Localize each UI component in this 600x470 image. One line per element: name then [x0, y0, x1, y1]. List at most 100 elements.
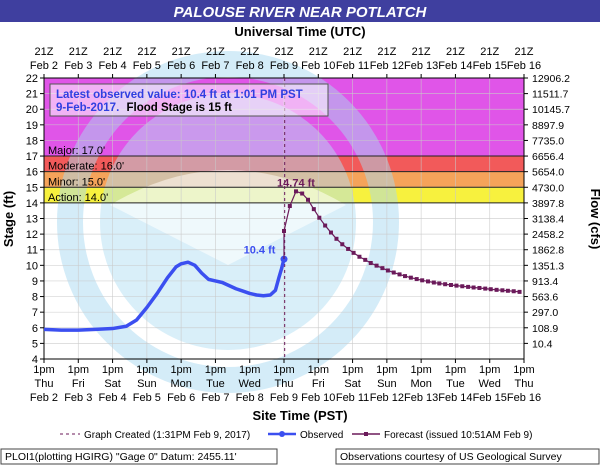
forecast-point [346, 246, 351, 251]
bottom-tick-label-date: Feb 7 [201, 392, 229, 404]
forecast-point [385, 268, 390, 273]
forecast-point [363, 257, 368, 262]
forecast-point [323, 223, 328, 228]
top-tick-label-time: 21Z [240, 46, 259, 58]
forecast-point [328, 230, 333, 235]
bottom-axis-title: Site Time (PST) [252, 408, 347, 423]
flood-category-labels: Major: 17.0' Moderate: 16.0' Minor: 15.0' A… [44, 145, 524, 204]
legend-graph-created: Graph Created (1:31PM Feb 9, 2017) [84, 430, 250, 441]
forecast-point [311, 207, 316, 212]
forecast-point [357, 254, 362, 259]
forecast-point [477, 285, 482, 290]
y-tick-label: 6 [32, 323, 38, 335]
bottom-tick-label-date: Feb 11 [336, 392, 369, 404]
forecast-point [511, 289, 516, 294]
bottom-tick-label-day: Thu [35, 378, 54, 390]
y-tick-label: 18 [26, 135, 38, 147]
forecast-point [397, 272, 402, 277]
y-tick-label: 22 [26, 73, 38, 85]
forecast-point [448, 283, 453, 288]
bottom-tick-label-date: Feb 4 [99, 392, 127, 404]
y-tick-label: 8 [32, 292, 38, 304]
top-tick-label-time: 21Z [137, 46, 156, 58]
y-tick-label: 12 [26, 229, 38, 241]
forecast-point [454, 283, 459, 288]
label-minor: Minor: 15.0' [48, 176, 105, 188]
y2-axis-ticks: 10.4 108.9 297.0 563.6 913.4 1351.3 1862.8 2458… [524, 73, 570, 350]
bottom-tick-label-time: 1pm [136, 364, 157, 376]
forecast-point [408, 275, 413, 280]
top-tick-label-date: Feb 9 [270, 60, 298, 72]
bottom-x-axis-ticks: 1pm Thu Feb 2 1pm Fri Feb 3 1pm Sat Feb 4 1pm Sun F… [30, 359, 541, 404]
y-tick-label: 10 [26, 260, 38, 272]
bottom-tick-label-time: 1pm [273, 364, 294, 376]
forecast-point [517, 289, 522, 294]
legend-forecast-marker [364, 432, 368, 436]
y2-tick-label: 1351.3 [532, 260, 564, 272]
top-tick-label-date: Feb 5 [133, 60, 161, 72]
bottom-tick-label-time: 1pm [170, 364, 191, 376]
legend-forecast: Forecast (issued 10:51AM Feb 9) [384, 430, 532, 441]
observed-line [43, 258, 286, 332]
top-tick-label-date: Feb 7 [201, 60, 229, 72]
bottom-tick-label-time: 1pm [376, 364, 397, 376]
label-moderate: Moderate: 16.0' [48, 161, 124, 173]
footer-left-box [0, 448, 278, 465]
forecast-point [494, 287, 499, 292]
y-axis-ticks: 4 5 6 7 8 9 10 11 12 13 14 15 16 17 18 19 20 21 22 [26, 73, 44, 366]
noaa-watermark [57, 51, 399, 393]
bottom-tick-label-time: 1pm [308, 364, 329, 376]
top-tick-label-date: Feb 14 [438, 60, 472, 72]
y2-tick-label: 7735.0 [532, 135, 564, 147]
top-tick-label-date: Feb 6 [167, 60, 195, 72]
top-tick-label-time: 21Z [69, 46, 88, 58]
forecast-point [340, 242, 345, 247]
y2-tick-label: 8897.9 [532, 120, 564, 132]
bottom-tick-label-day: Sat [104, 378, 121, 390]
y-tick-label: 7 [32, 307, 38, 319]
forecast-point [414, 277, 419, 282]
top-tick-label-time: 21Z [103, 46, 122, 58]
title-band [0, 0, 600, 22]
top-tick-label-date: Feb 16 [507, 60, 541, 72]
info-box-line1: Latest observed value: 10.4 ft at 1:01 P… [56, 89, 303, 101]
bottom-tick-label-date: Feb 15 [473, 392, 507, 404]
y2-tick-label: 3897.8 [532, 198, 564, 210]
y-tick-label: 13 [26, 214, 38, 226]
bottom-tick-label-time: 1pm [513, 364, 534, 376]
forecast-point [505, 288, 510, 293]
bottom-tick-label-date: Feb 12 [370, 392, 404, 404]
forecast-point [334, 236, 339, 241]
y-tick-label: 19 [26, 120, 38, 132]
forecast-point [300, 191, 305, 196]
bottom-tick-label-time: 1pm [102, 364, 123, 376]
forecast-point [391, 270, 396, 275]
y-tick-label: 17 [26, 151, 38, 163]
top-tick-label-date: Feb 10 [301, 60, 335, 72]
forecast-point [483, 286, 488, 291]
forecast-point [431, 280, 436, 285]
top-tick-label-time: 21Z [35, 46, 54, 58]
annotations: 10.4 ft 14.74 ft [244, 177, 316, 256]
forecast-point [317, 215, 322, 220]
y2-tick-label: 12906.2 [532, 73, 570, 85]
top-tick-label-time: 21Z [412, 46, 431, 58]
bottom-tick-label-day: Wed [239, 378, 261, 390]
bottom-tick-label-day: Sun [137, 378, 157, 390]
forecast-peak-label: 14.74 ft [277, 177, 315, 189]
info-box-line2: 9-Feb-2017. Flood Stage is 15 ft [56, 102, 232, 114]
y2-tick-label: 11511.7 [532, 89, 569, 101]
bottom-tick-label-day: Thu [275, 378, 294, 390]
footer-right-box [335, 448, 600, 465]
forecast-point [380, 266, 385, 271]
bottom-tick-label-day: Sun [377, 378, 397, 390]
bottom-tick-label-date: Feb 16 [507, 392, 541, 404]
forecast-point [287, 204, 292, 209]
top-tick-label-date: Feb 12 [370, 60, 404, 72]
y-tick-label: 9 [32, 276, 38, 288]
bottom-tick-label-day: Tue [206, 378, 225, 390]
bottom-tick-label-time: 1pm [68, 364, 89, 376]
top-x-axis-ticks: 21Z Feb 2 21Z Feb 3 21Z Feb 4 21Z Feb 5 21Z Feb 6… [30, 46, 541, 78]
y-tick-label: 14 [26, 198, 38, 210]
top-axis-title: Universal Time (UTC) [234, 24, 365, 39]
